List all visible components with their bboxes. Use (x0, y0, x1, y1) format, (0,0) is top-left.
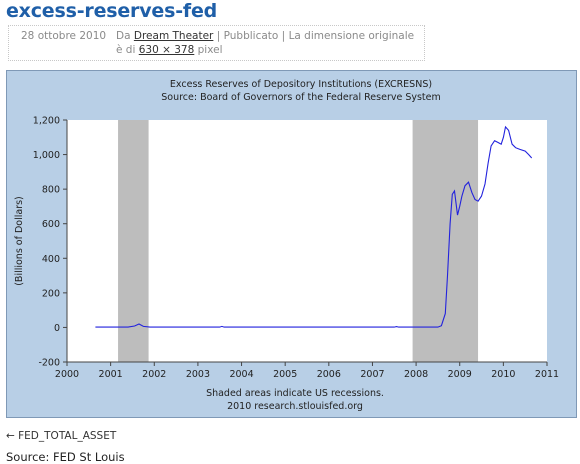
x-tick-label: 2003 (186, 369, 210, 380)
x-tick-label: 2011 (535, 369, 559, 380)
post-title: excess-reserves-fed (6, 0, 218, 22)
author-prefix: Da (116, 30, 131, 42)
series-line-excresns (95, 125, 533, 328)
y-tick-label: 0 (54, 323, 60, 334)
y-tick-label: 400 (42, 254, 60, 265)
x-tick-label: 2000 (55, 369, 79, 380)
previous-image-link[interactable]: ← FED_TOTAL_ASSET (6, 430, 117, 442)
published-label: Pubblicato (223, 30, 279, 42)
y-tick-label: 1,200 (33, 116, 60, 127)
author-link[interactable]: Dream Theater (133, 30, 214, 42)
chart-title: Excess Reserves of Depository Institutio… (170, 79, 432, 90)
y-axis-label: (Billions of Dollars) (14, 196, 25, 286)
y-tick-label: 600 (42, 219, 60, 230)
dimension-unit: pixel (197, 44, 223, 56)
recession-shading (118, 120, 479, 362)
chart-footnote-credit: 2010 research.stlouisfed.org (227, 401, 363, 412)
dimension-text: La dimensione originale è di (116, 30, 415, 56)
post-meta: 28 ottobre 2010 Da Dream Theater | Pubbl… (8, 25, 425, 61)
post-date: 28 ottobre 2010 (21, 30, 107, 42)
meta-separator: | (216, 30, 221, 42)
x-tick-label: 2004 (229, 369, 253, 380)
chart-svg: Excess Reserves of Depository Institutio… (14, 79, 559, 412)
recession-band (412, 120, 479, 362)
post-meta-text: Da Dream Theater | Pubblicato | La dimen… (116, 29, 421, 57)
x-tick-label: 2009 (448, 369, 472, 380)
chart-subtitle: Source: Board of Governors of the Federa… (161, 92, 441, 103)
source-caption: Source: FED St Louis (6, 450, 125, 464)
x-tick-label: 2007 (360, 369, 384, 380)
x-axis-ticks: 2000 2001 2002 2003 2004 2005 2006 2007 2008 2009… (55, 362, 559, 380)
chart-image[interactable]: Excess Reserves of Depository Institutio… (6, 70, 577, 418)
x-tick-label: 2005 (273, 369, 297, 380)
y-tick-label: 200 (42, 288, 60, 299)
y-tick-label: 1,000 (33, 150, 60, 161)
meta-separator: | (281, 30, 286, 42)
recession-band (118, 120, 149, 362)
chart-footnote-recessions: Shaded areas indicate US recessions. (206, 388, 384, 399)
x-tick-label: 2002 (142, 369, 166, 380)
x-tick-label: 2010 (491, 369, 515, 380)
x-tick-label: 2001 (99, 369, 123, 380)
y-tick-label: -200 (38, 358, 60, 369)
x-tick-label: 2006 (317, 369, 341, 380)
y-axis-ticks: -200 0 200 400 600 800 1,000 1,200 (33, 116, 67, 369)
y-tick-label: 800 (42, 185, 60, 196)
full-size-link[interactable]: 630 × 378 (138, 44, 195, 56)
x-tick-label: 2008 (404, 369, 428, 380)
